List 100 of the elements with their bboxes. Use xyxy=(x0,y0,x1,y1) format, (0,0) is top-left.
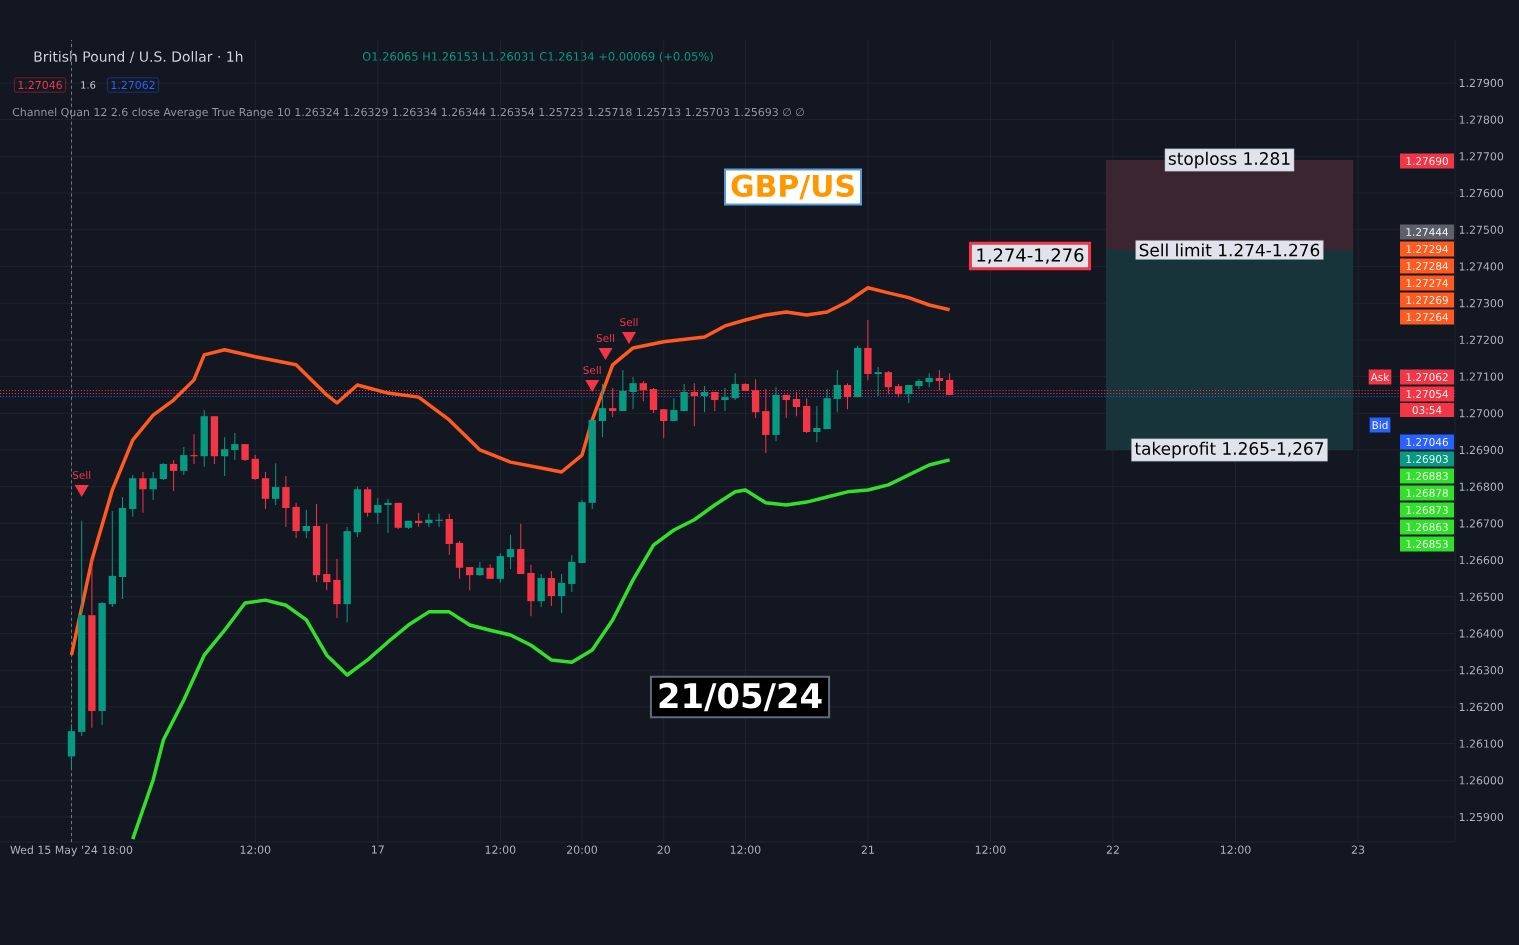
y-tick-label: 1.26600 xyxy=(1459,555,1504,565)
candlestick xyxy=(731,372,739,401)
text: O1.26065 H1.26153 L1.26031 C1.26134 +0.00069 (+0.05%) xyxy=(362,51,713,63)
annotation: Sell xyxy=(620,317,638,327)
candlestick xyxy=(282,475,290,528)
candlestick xyxy=(190,433,198,465)
x-tick-label: 12:00 xyxy=(1220,845,1251,854)
x-tick-label: 12:00 xyxy=(485,845,516,854)
annotation: 1.26903 xyxy=(1406,455,1448,463)
text: British Pound / U.S. Dollar · 1h xyxy=(34,51,243,63)
x-tick-label: 20 xyxy=(657,845,670,854)
text: 1.27046 xyxy=(18,80,62,90)
candlestick xyxy=(435,513,443,528)
candlestick xyxy=(598,383,607,438)
candlestick xyxy=(496,552,505,584)
y-tick-label: 1.27100 xyxy=(1459,372,1504,381)
band-label: stoploss 1.281 xyxy=(1168,151,1290,169)
candlestick xyxy=(568,554,576,593)
ref-line-label: Bid xyxy=(1372,420,1388,430)
candlestick xyxy=(660,408,668,439)
x-tick-label: 23 xyxy=(1351,845,1365,854)
candlestick xyxy=(833,369,841,413)
x-tick-label: 12:00 xyxy=(975,845,1006,854)
candlestick xyxy=(169,459,178,492)
annotation: GBP/US xyxy=(731,174,854,200)
candlestick xyxy=(506,534,515,570)
annotation: 21/05/24 xyxy=(659,682,822,712)
annotation: Sell xyxy=(583,365,601,375)
ref-line-label: Ask xyxy=(1370,372,1390,382)
y-tick-label: 1.26800 xyxy=(1459,482,1504,491)
annotation: 1.27062 xyxy=(1406,373,1448,381)
candlestick xyxy=(476,561,484,577)
annotation: Sell xyxy=(596,333,614,343)
candlestick xyxy=(149,471,157,501)
x-tick-label: 22 xyxy=(1106,845,1119,854)
y-tick-label: 1.26200 xyxy=(1459,702,1504,712)
candlestick xyxy=(813,405,821,443)
candlestick xyxy=(935,369,944,391)
y-tick-label: 1.27400 xyxy=(1459,262,1504,271)
x-tick-label: 17 xyxy=(372,845,384,854)
y-tick-label: 1.27500 xyxy=(1459,225,1504,234)
x-tick-label: 21 xyxy=(861,845,874,854)
annotation: 1.27062 xyxy=(111,80,155,90)
candlestick xyxy=(670,397,678,422)
annotation: 1,274-1,276 xyxy=(977,248,1084,264)
y-tick-label: 1.26700 xyxy=(1459,519,1504,528)
candlestick xyxy=(374,497,382,525)
y-tick-label: 1.27900 xyxy=(1459,78,1504,88)
candlestick xyxy=(425,513,433,528)
candlestick xyxy=(272,462,280,506)
y-tick-label: 1.26300 xyxy=(1459,666,1504,675)
x-tick-label: 12:00 xyxy=(730,845,761,854)
ref-line-label: 1.27054 xyxy=(1406,390,1449,398)
candlestick xyxy=(700,385,709,413)
y-tick-label: 1.27000 xyxy=(1459,409,1504,418)
annotation: 1.27264 xyxy=(1406,313,1449,321)
x-tick-label: 12:00 xyxy=(240,845,271,854)
annotation: 1.6 xyxy=(81,81,96,89)
annotation: Sell xyxy=(72,470,91,480)
candlestick xyxy=(363,486,372,518)
annotation: Channel Quan 12 2.6 close Average True Range 10 1.26324 1.26329 1.26334 1.26344 1.26354 1.25723 1.25718 1.25713 1.25703 1.25693 ∅ ∅ xyxy=(12,107,804,119)
annotation: 03:54 xyxy=(1412,406,1442,414)
y-tick-label: 1.26100 xyxy=(1459,739,1504,748)
line-series xyxy=(69,286,952,657)
y-tick-label: 1.26900 xyxy=(1459,445,1504,455)
candlestick xyxy=(384,498,392,534)
annotation: 1.26853 xyxy=(1406,540,1448,548)
candlestick xyxy=(537,573,545,608)
candlestick xyxy=(466,566,474,591)
annotation: 1.27274 xyxy=(1406,279,1449,287)
y-tick-label: 1.26400 xyxy=(1459,629,1504,638)
candlestick xyxy=(945,372,954,396)
candlestick xyxy=(619,369,627,412)
y-tick-label: 1.27300 xyxy=(1459,299,1504,308)
band-label: takeprofit 1.265-1,267 xyxy=(1134,441,1324,459)
annotation: 1.26883 xyxy=(1406,472,1448,480)
candlestick xyxy=(721,387,729,412)
candlestick xyxy=(680,383,688,412)
candlestick xyxy=(220,436,229,477)
candlestick xyxy=(139,471,147,514)
y-tick-label: 1.27800 xyxy=(1459,115,1504,124)
x-tick-label: 20:00 xyxy=(567,845,598,854)
annotation: 1.26878 xyxy=(1406,489,1448,497)
annotation: Sell limit 1.274-1.276 xyxy=(1139,243,1320,257)
y-tick-label: 1.25900 xyxy=(1459,812,1504,822)
candlestick xyxy=(261,471,270,510)
annotation: 1.27284 xyxy=(1406,262,1449,270)
x-tick-label: Wed 15 May '24 18:00 xyxy=(10,845,133,857)
annotation: 1.27269 xyxy=(1406,296,1448,304)
annotation: 1.26873 xyxy=(1406,506,1448,514)
annotation: 1.26863 xyxy=(1406,523,1448,531)
y-tick-label: 1.26500 xyxy=(1459,592,1504,601)
y-tick-label: 1.27200 xyxy=(1459,335,1504,345)
candlestick xyxy=(251,454,259,481)
candlestick xyxy=(843,382,852,410)
annotation: 1.27294 xyxy=(1406,245,1449,253)
candlestick xyxy=(629,376,637,410)
candlestick xyxy=(323,523,331,591)
candlestick xyxy=(915,378,923,390)
candlestick xyxy=(547,570,556,607)
